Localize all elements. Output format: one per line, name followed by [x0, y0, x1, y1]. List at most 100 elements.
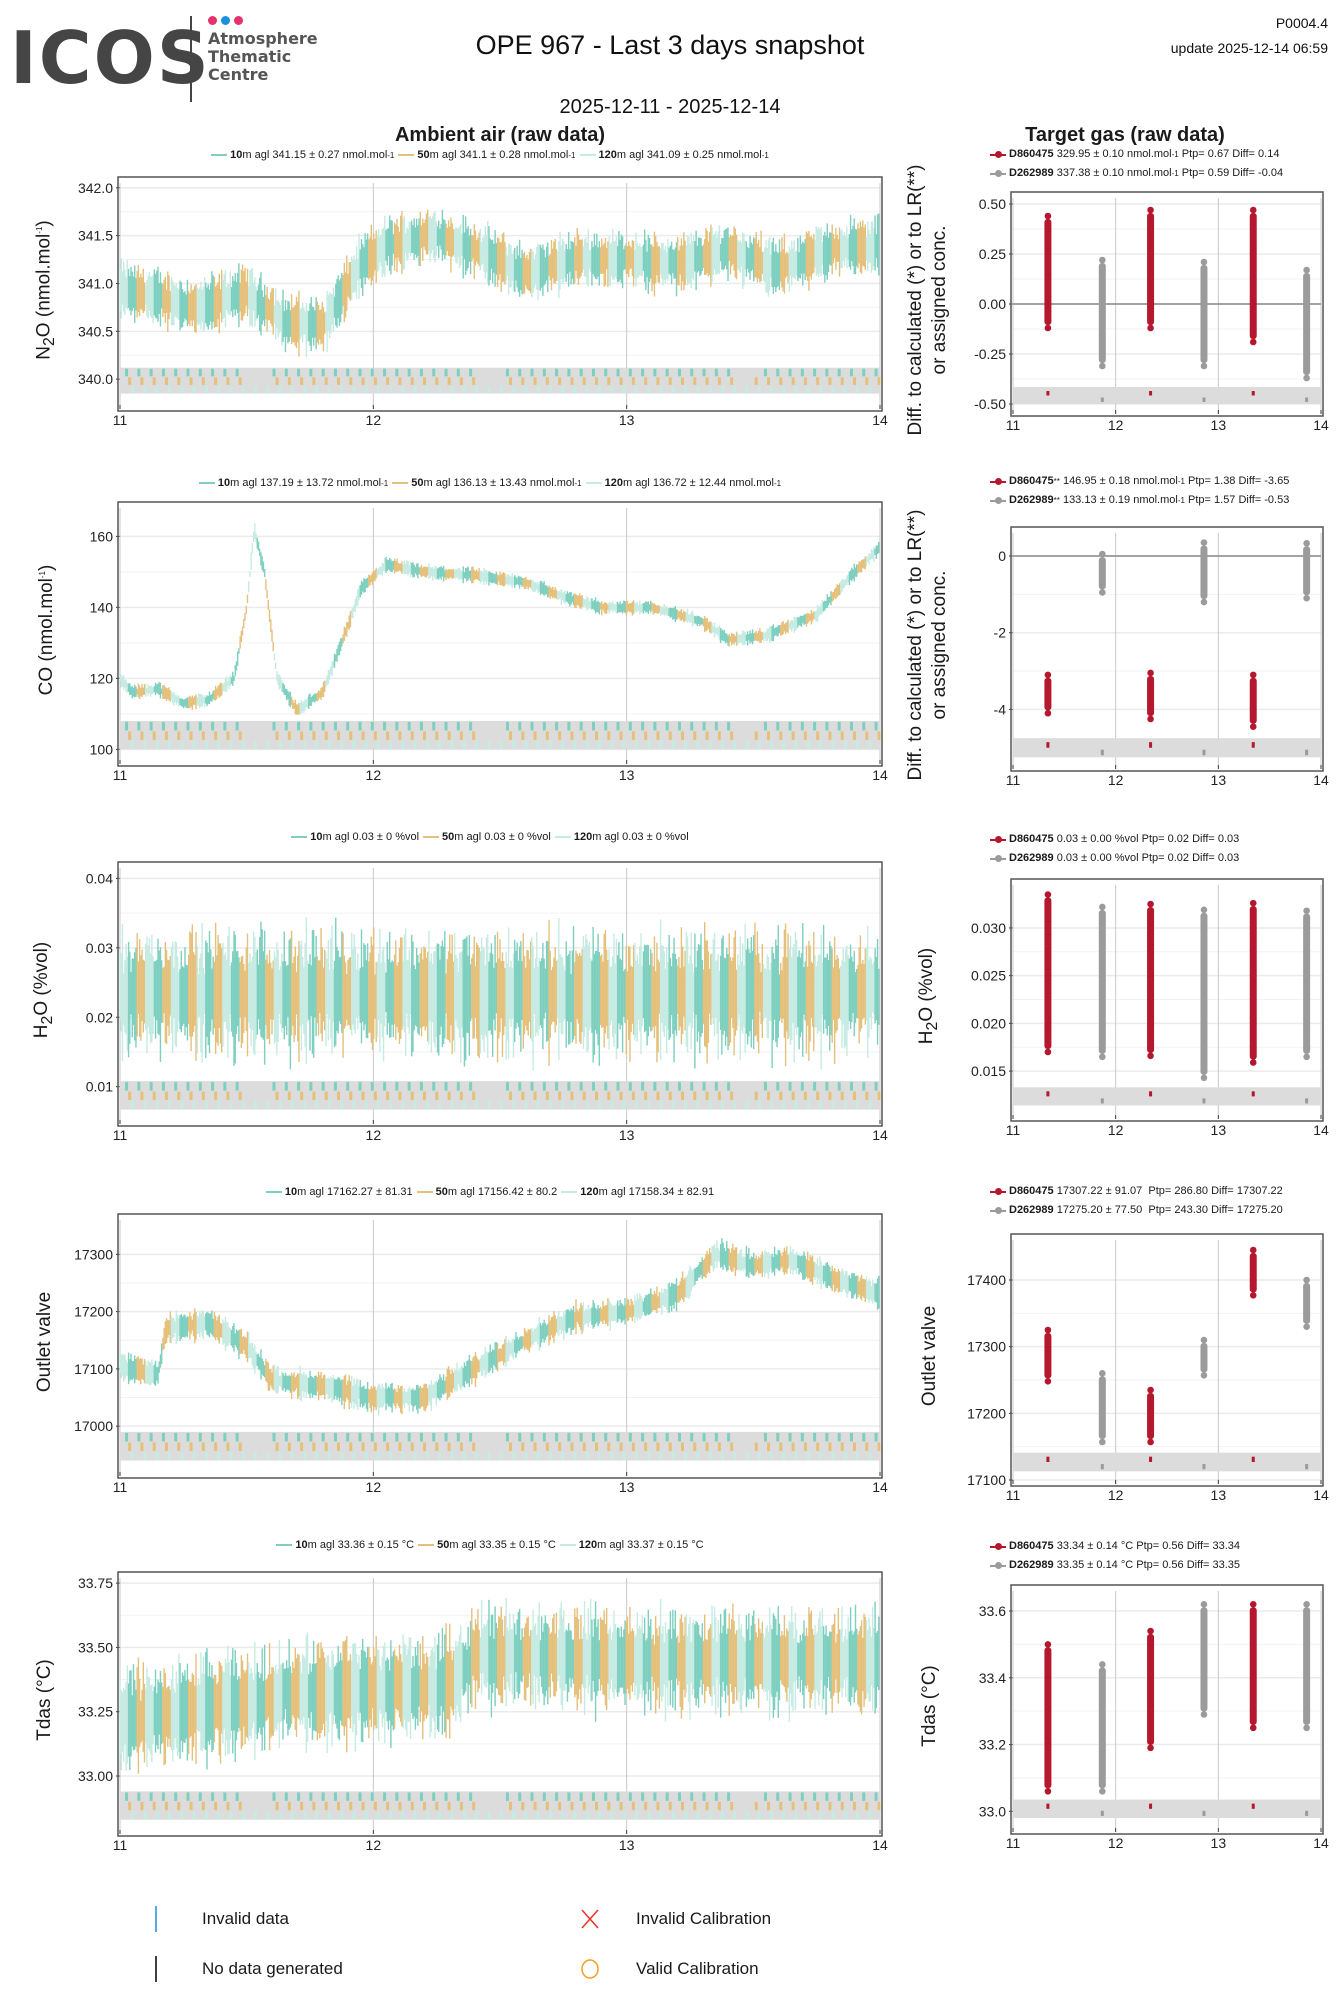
flag-mark — [788, 721, 792, 731]
flag-mark — [767, 1801, 771, 1811]
flag-mark — [450, 1101, 454, 1110]
y-axis-label: Tdas (°C) — [919, 1664, 940, 1747]
flag-mark — [438, 1101, 442, 1110]
flag-mark — [241, 385, 245, 394]
y-tick-label: 17400 — [967, 1272, 1006, 1288]
flag-mark — [690, 721, 694, 731]
flag-mark — [730, 377, 734, 385]
flag-mark — [211, 1082, 215, 1091]
flag-mark — [591, 721, 595, 731]
flag-mark — [631, 1801, 635, 1811]
cluster-min-point — [1147, 1744, 1154, 1752]
legend-item-120m: 120 m agl 341.09 ± 0.25 nmol.mol -1 — [579, 149, 769, 161]
flag-mark — [813, 368, 817, 377]
legend-text: m agl 136.72 ± 12.44 nmol.mol — [622, 477, 774, 489]
flag-mark — [462, 1452, 466, 1461]
x-tick-label: 13 — [1211, 1122, 1227, 1138]
flag-mark — [776, 721, 780, 731]
flag-mark — [788, 1432, 792, 1442]
flag-mark — [567, 368, 571, 377]
flag-mark — [278, 1101, 282, 1110]
x-tick-label: 14 — [872, 1479, 888, 1495]
flag-mark — [438, 1452, 442, 1461]
flag-mark — [585, 1811, 589, 1820]
co-ambient-series — [119, 523, 880, 715]
flag-mark — [143, 740, 147, 750]
cluster-body — [1098, 1667, 1106, 1789]
flag-mark — [475, 1101, 479, 1110]
cluster-min-point — [1249, 1059, 1257, 1066]
legend-item-D860475: D860475 ** 146.95 ± 0.18 nmol.mol -1 Ptp= … — [990, 472, 1289, 491]
flag-mark — [641, 1082, 645, 1091]
flag-mark — [223, 721, 227, 731]
flag-mark — [186, 1432, 190, 1442]
flag-band — [1013, 1087, 1321, 1106]
tank-id: D262989 — [1009, 494, 1054, 506]
legend-text: m agl 0.03 ± 0 %vol — [322, 831, 420, 843]
flag-mark — [413, 1101, 417, 1110]
flag-mark — [435, 1442, 439, 1451]
legend-swatch — [198, 482, 215, 484]
x-tick-label: 12 — [366, 1127, 382, 1143]
y-tick-label: -2 — [994, 625, 1007, 641]
flag-mark — [579, 721, 583, 731]
flag-mark — [499, 1452, 503, 1461]
y-tick-label: 0.015 — [971, 1063, 1006, 1079]
flag-mark — [598, 1811, 602, 1820]
cluster-min-point — [1044, 709, 1052, 717]
flag-mark — [865, 731, 869, 740]
flag-mark — [631, 1442, 635, 1451]
flag-mark — [598, 385, 602, 394]
tank-id: D860475 — [1009, 475, 1054, 487]
flag-mark — [508, 1442, 512, 1451]
flag-mark — [333, 368, 337, 377]
flag-mark — [462, 1101, 466, 1110]
x-tick-label: 12 — [1108, 1122, 1124, 1138]
flag-mark — [315, 1811, 319, 1820]
flag-mark — [505, 1792, 509, 1801]
legend-swatch — [291, 836, 308, 838]
flag-mark — [803, 1442, 807, 1451]
flag-mark — [229, 740, 233, 750]
flag-mark — [555, 1082, 559, 1091]
flag-mark — [349, 731, 353, 740]
x-tick-label: 12 — [1108, 1835, 1124, 1851]
flag-mark — [324, 731, 328, 740]
flag-mark — [303, 385, 307, 394]
h2o-target-chart: 0.015 0.020 0.025 0.030 11 12 13 14 — [971, 878, 1329, 1138]
flag-mark — [800, 368, 804, 377]
flag-mark — [1100, 1464, 1104, 1470]
flag-mark — [419, 721, 423, 731]
flag-mark — [499, 1811, 503, 1820]
cluster-body — [1044, 677, 1052, 711]
flag-mark — [223, 1082, 227, 1091]
flag-mark — [137, 1792, 141, 1801]
flag-mark — [727, 1792, 731, 1801]
cluster-max-point — [1200, 906, 1208, 914]
flag-mark — [757, 385, 761, 394]
plot-frame — [1010, 1584, 1324, 1835]
target-legend: D860475 ** 146.95 ± 0.18 nmol.mol -1 Ptp= … — [990, 472, 1289, 510]
flag-legend: Invalid data Invalid Calibration No data… — [0, 1890, 1340, 2000]
flag-mark — [1100, 749, 1104, 756]
flag-mark — [754, 1091, 758, 1101]
flag-mark — [794, 1811, 798, 1820]
flag-mark — [641, 1432, 645, 1442]
flag-mark — [217, 1452, 221, 1461]
x-tick-label: 14 — [1313, 772, 1329, 788]
y-axis-label: N2O (nmol.mol-1) — [33, 220, 59, 360]
flag-mark — [235, 1432, 239, 1442]
flag-mark — [659, 1452, 663, 1461]
flag-mark — [619, 377, 623, 385]
flag-mark — [266, 1101, 270, 1110]
flag-mark — [398, 1442, 402, 1451]
flag-band — [1013, 738, 1321, 758]
flag-mark — [435, 1801, 439, 1811]
legend-text: m agl 0.03 ± 0 %vol — [592, 831, 689, 843]
flag-mark — [1251, 1803, 1255, 1809]
flag-mark — [186, 368, 190, 377]
flag-mark — [272, 721, 276, 731]
flag-mark — [561, 740, 565, 750]
flag-mark — [604, 368, 608, 377]
legend-swatch — [416, 1191, 433, 1193]
